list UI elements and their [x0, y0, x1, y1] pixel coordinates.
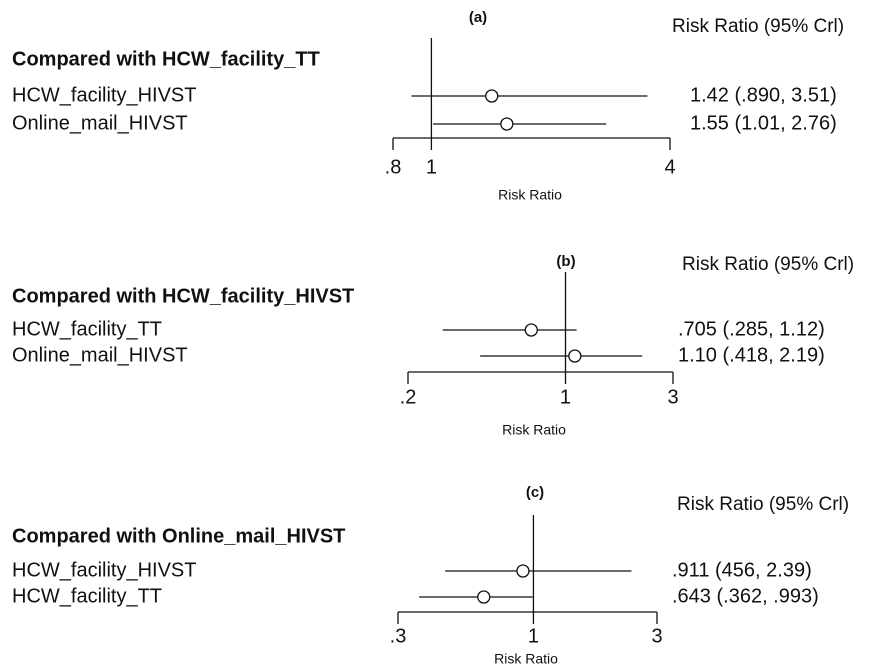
x-tick-label: 1	[560, 386, 571, 408]
group-label: Compared with HCW_facility_HIVST	[12, 285, 354, 307]
row-label: HCW_facility_HIVST	[12, 559, 196, 581]
row-label: HCW_facility_TT	[12, 585, 162, 607]
x-tick-label: 3	[651, 625, 662, 647]
row-label: HCW_facility_HIVST	[12, 84, 196, 106]
row-label: HCW_facility_TT	[12, 318, 162, 340]
group-label: Compared with HCW_facility_TT	[12, 48, 320, 70]
panel-title: (a)	[469, 9, 487, 26]
x-axis-label: Risk Ratio	[498, 187, 562, 203]
x-axis-label: Risk Ratio	[494, 651, 558, 667]
x-tick-label: .3	[390, 625, 407, 647]
row-label: Online_mail_HIVST	[12, 112, 188, 134]
point-estimate	[477, 590, 491, 604]
group-label: Compared with Online_mail_HIVST	[12, 525, 345, 547]
x-axis-label: Risk Ratio	[502, 422, 566, 438]
column-header: Risk Ratio (95% Crl)	[682, 254, 854, 275]
x-tick-label: .8	[385, 156, 402, 178]
column-header: Risk Ratio (95% Crl)	[672, 16, 844, 37]
value-label: 1.55 (1.01, 2.76)	[690, 112, 837, 134]
value-label: .705 (.285, 1.12)	[678, 318, 825, 340]
x-tick-label: 3	[667, 386, 678, 408]
value-label: .643 (.362, .993)	[672, 585, 819, 607]
panel-title: (c)	[526, 484, 544, 501]
value-label: .911 (456, 2.39)	[672, 559, 812, 581]
x-tick-label: 1	[426, 156, 437, 178]
panel-title: (b)	[556, 253, 575, 270]
x-tick-label: .2	[400, 386, 417, 408]
column-header: Risk Ratio (95% Crl)	[677, 494, 849, 515]
row-label: Online_mail_HIVST	[12, 344, 188, 366]
point-estimate	[516, 564, 530, 578]
value-label: 1.10 (.418, 2.19)	[678, 344, 825, 366]
point-estimate	[485, 89, 499, 103]
point-estimate	[500, 117, 514, 131]
x-tick-label: 4	[664, 156, 675, 178]
x-tick-label: 1	[528, 625, 539, 647]
value-label: 1.42 (.890, 3.51)	[690, 84, 837, 106]
point-estimate	[524, 323, 538, 337]
point-estimate	[568, 349, 582, 363]
